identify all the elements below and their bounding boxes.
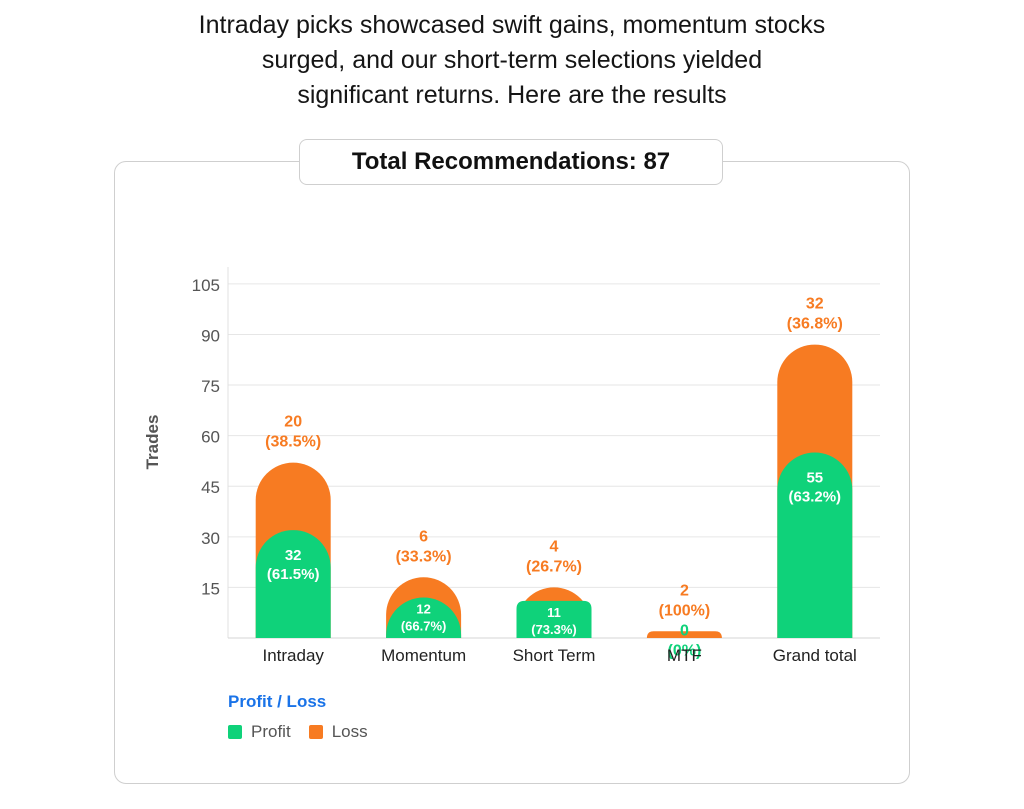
y-tick-label: 105 bbox=[192, 276, 220, 295]
intro-line: surged, and our short-term selections yi… bbox=[261, 46, 763, 74]
data-label-profit-value: 0 bbox=[680, 622, 689, 639]
data-label-profit-value: 32 bbox=[285, 547, 302, 564]
data-label-loss-value: 20 bbox=[284, 414, 302, 431]
x-category-label: Grand total bbox=[773, 646, 857, 665]
data-label-loss-value: 4 bbox=[550, 538, 559, 555]
data-label-loss-pct: (38.5%) bbox=[265, 434, 321, 451]
y-tick-label: 30 bbox=[201, 529, 220, 548]
data-label-profit-value: 12 bbox=[416, 602, 430, 617]
data-label-loss-pct: (26.7%) bbox=[526, 558, 582, 575]
data-label-profit-pct: (0%) bbox=[668, 642, 702, 659]
intro-line: significant returns. Here are the result… bbox=[297, 81, 727, 109]
bar-profit-4 bbox=[777, 452, 853, 638]
y-tick-label: 75 bbox=[201, 377, 220, 396]
legend-item-loss: Loss bbox=[308, 722, 368, 742]
legend-label-profit: Profit bbox=[251, 722, 291, 741]
legend-swatch-profit bbox=[228, 725, 242, 739]
bar-loss-3 bbox=[646, 631, 722, 638]
total-recommendations-badge: Total Recommendations: 87 bbox=[299, 139, 723, 185]
intro-line: Intraday picks showcased swift gains, mo… bbox=[198, 11, 826, 39]
total-recommendations-label: Total Recommendations: 87 bbox=[351, 148, 671, 175]
x-category-label: MTF bbox=[667, 646, 702, 665]
bar-profit-1 bbox=[386, 597, 462, 638]
data-label-profit-pct: (63.2%) bbox=[789, 489, 842, 506]
data-label-profit-pct: (73.3%) bbox=[531, 622, 577, 637]
y-tick-label: 90 bbox=[201, 326, 220, 345]
bar-profit-0 bbox=[255, 530, 331, 638]
data-label-loss-value: 32 bbox=[806, 296, 824, 313]
data-label-loss-pct: (100%) bbox=[659, 602, 711, 619]
data-label-profit-value: 55 bbox=[806, 470, 823, 487]
y-axis-label: Trades bbox=[143, 415, 162, 470]
x-category-label: Momentum bbox=[381, 646, 466, 665]
data-label-profit-pct: (66.7%) bbox=[401, 619, 447, 634]
legend: Profit Loss bbox=[228, 722, 386, 742]
x-category-label: Intraday bbox=[262, 646, 324, 665]
data-label-loss-value: 6 bbox=[419, 528, 428, 545]
legend-swatch-loss bbox=[308, 725, 323, 739]
data-label-profit-value: 11 bbox=[547, 605, 561, 620]
bar-profit-2 bbox=[516, 600, 592, 638]
legend-title: Profit / Loss bbox=[228, 692, 327, 711]
y-tick-label: 15 bbox=[201, 579, 220, 598]
data-label-loss-pct: (36.8%) bbox=[787, 316, 843, 333]
intro-text: Intraday picks showcased swift gains, mo… bbox=[112, 8, 912, 113]
legend-item-profit: Profit bbox=[228, 722, 291, 742]
y-tick-label: 45 bbox=[201, 478, 220, 497]
data-label-loss-value: 2 bbox=[680, 582, 689, 599]
legend-label-loss: Loss bbox=[331, 722, 368, 741]
x-category-label: Short Term bbox=[513, 646, 596, 665]
y-tick-label: 60 bbox=[201, 428, 220, 447]
data-label-loss-pct: (33.3%) bbox=[396, 548, 452, 565]
data-label-profit-pct: (61.5%) bbox=[267, 566, 320, 583]
